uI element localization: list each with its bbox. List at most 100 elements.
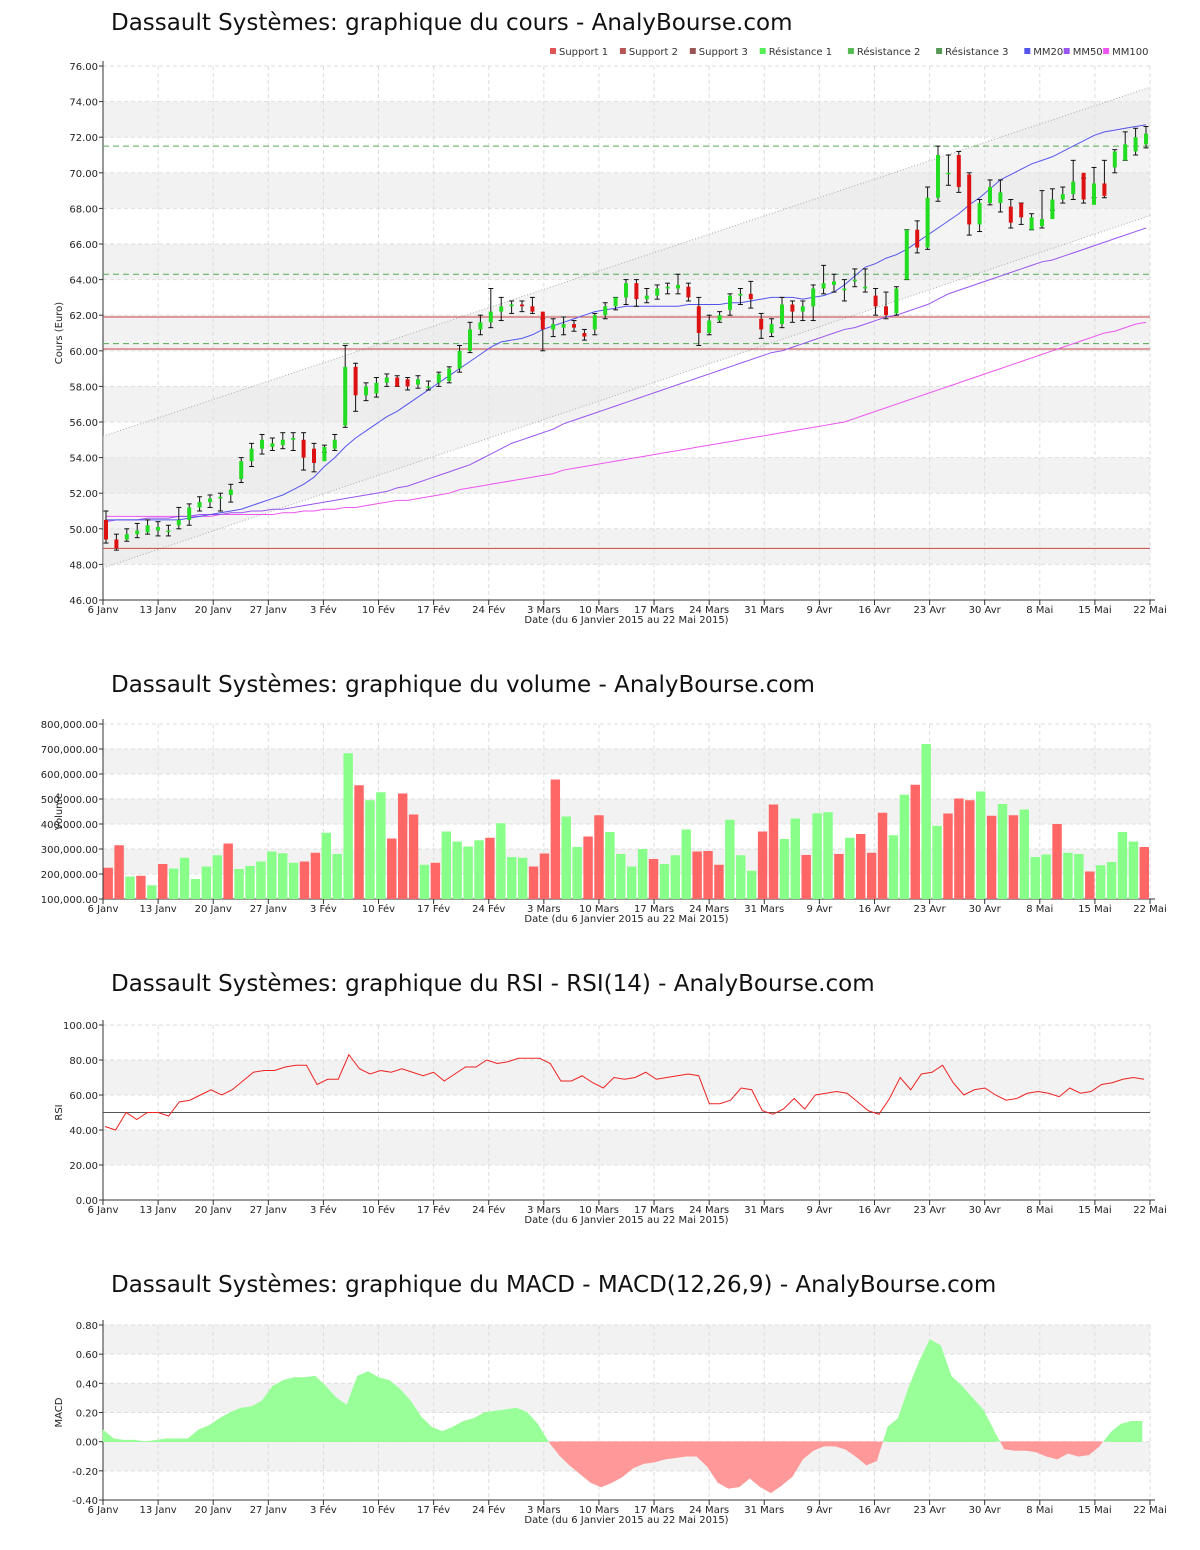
macd-ytick-label: 0.80 [76, 1321, 98, 1332]
candle-up [218, 496, 223, 499]
macd-area-positive [1109, 1423, 1122, 1442]
candle-up [988, 187, 992, 204]
volume-xtick-label: 22 Mai [1133, 904, 1166, 915]
candle-up [364, 386, 368, 396]
macd-area-positive [1103, 1432, 1111, 1442]
volume-bar-up [725, 819, 735, 899]
candle-up [228, 489, 233, 495]
candle-down [759, 318, 764, 330]
price-xtick-label: 15 Mai [1078, 605, 1111, 616]
rsi-ytick-label: 0.00 [76, 1196, 98, 1207]
macd-area-positive [887, 1417, 899, 1442]
price-band [103, 386, 1150, 422]
price-ytick-label: 70.00 [69, 169, 98, 180]
candle-up [280, 439, 285, 446]
volume-bar-up [899, 794, 910, 899]
candle-up [977, 203, 982, 225]
rsi-x-axis-label: Date (du 6 Janvier 2015 au 22 Mai 2015) [524, 1215, 728, 1226]
macd-area-negative [728, 1441, 740, 1489]
volume-bar-down [136, 875, 146, 899]
macd-xtick-label: 15 Mai [1078, 1505, 1111, 1516]
macd-x-axis-label: Date (du 6 Janvier 2015 au 22 Mai 2015) [524, 1515, 728, 1526]
volume-xtick-label: 10 Mars [579, 904, 619, 915]
rsi-xtick-label: 3 Mars [527, 1205, 561, 1216]
candle-up [665, 286, 670, 289]
volume-bar-up [474, 840, 484, 899]
volume-bar-up [1106, 862, 1117, 899]
candle-down [790, 304, 795, 312]
macd-xtick-label: 9 Avr [806, 1505, 833, 1516]
macd-area-positive [293, 1377, 305, 1442]
volume-bar-down [1139, 847, 1149, 899]
price-ytick-label: 52.00 [69, 489, 98, 500]
volume-bar-up [517, 857, 528, 899]
macd-ytick-label: 0.00 [76, 1438, 98, 1449]
volume-y-axis-label: Volume [54, 793, 65, 830]
volume-xtick-label: 8 Mai [1026, 904, 1053, 915]
price-xtick-label: 13 Janv [139, 605, 176, 616]
volume-bar-up [888, 835, 899, 899]
volume-xtick-label: 17 Fév [417, 903, 450, 915]
volume-bar-up [627, 866, 637, 899]
macd-area-positive [1120, 1420, 1132, 1442]
volume-xtick-label: 3 Fév [310, 903, 337, 915]
volume-bar-down [910, 784, 920, 899]
candle-up [842, 288, 847, 291]
volume-bar-up [267, 851, 277, 899]
macd-area-negative [685, 1441, 698, 1457]
candle-up [239, 461, 244, 479]
candle-up [260, 439, 264, 449]
rsi-ytick-label: 100.00 [63, 1021, 98, 1032]
candle-down [312, 448, 316, 463]
candle-up [1112, 151, 1117, 168]
macd-area-negative [770, 1441, 782, 1494]
macd-xtick-label: 27 Janv [250, 1505, 287, 1516]
price-ytick-label: 58.00 [69, 382, 98, 393]
macd-area-positive [367, 1371, 379, 1442]
macd-area-positive [176, 1438, 189, 1442]
volume-bar-down [594, 815, 604, 899]
price-xtick-label: 22 Mai [1133, 605, 1166, 616]
candle-down [1102, 183, 1107, 196]
price-ytick-label: 50.00 [69, 525, 98, 536]
volume-bar-up [681, 829, 691, 899]
price-x-axis-label: Date (du 6 Janvier 2015 au 22 Mai 2015) [524, 615, 728, 626]
volume-bar-up [616, 854, 626, 899]
candle-down [748, 293, 753, 300]
volume-bar-down [856, 834, 866, 899]
macd-area-negative [1014, 1441, 1026, 1451]
rsi-ytick-label: 80.00 [69, 1056, 98, 1067]
volume-xtick-label: 20 Janv [195, 904, 232, 915]
legend-label: Résistance 2 [857, 46, 920, 58]
legend-label: MM20 [1033, 47, 1063, 58]
price-xtick-label: 10 Mars [579, 605, 619, 616]
volume-bar-up [201, 866, 212, 899]
macd-area-positive [420, 1416, 432, 1442]
macd-area-positive [102, 1429, 114, 1442]
price-ytick-label: 62.00 [69, 311, 98, 322]
legend-label: Support 1 [559, 47, 608, 58]
macd-area-positive [908, 1361, 920, 1442]
volume-xtick-label: 6 Janv [88, 904, 119, 915]
price-band [103, 244, 1150, 280]
volume-bar-up [321, 832, 332, 899]
volume-ytick-label: 400,000.00 [41, 820, 98, 831]
volume-bar-down [430, 862, 441, 899]
price-band [103, 457, 1150, 494]
volume-bar-down [387, 838, 397, 899]
volume-ytick-label: 700,000.00 [41, 745, 98, 756]
rsi-xtick-label: 30 Avr [969, 1205, 1002, 1216]
candle-up [769, 324, 774, 333]
legend-label: Résistance 1 [769, 46, 832, 58]
macd-xtick-label: 8 Mai [1026, 1505, 1053, 1516]
volume-bar-up [125, 876, 135, 899]
price-xtick-label: 9 Avr [806, 605, 833, 616]
volume-bar-down [114, 845, 124, 899]
volume-bar-up [496, 823, 506, 899]
macd-area-negative [1046, 1441, 1058, 1460]
macd-area-negative [664, 1441, 676, 1460]
candle-up [800, 306, 805, 312]
candle-up [1092, 183, 1096, 205]
candle-down [686, 286, 691, 298]
